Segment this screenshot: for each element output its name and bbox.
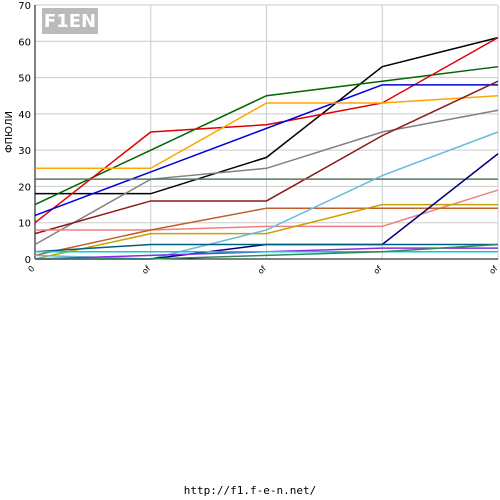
x-tick-label: of — [488, 264, 500, 276]
series-line — [34, 207, 498, 257]
y-tick-label: 0 — [25, 255, 31, 266]
series-line — [34, 243, 498, 253]
series-line — [35, 94, 499, 170]
y-tick-label: 50 — [18, 74, 31, 85]
y-tick-label: 10 — [18, 219, 31, 230]
y-tick-label: 30 — [18, 146, 31, 157]
series-line — [35, 36, 499, 195]
y-axis-label: ФПЮЛИ — [4, 111, 15, 153]
logo-bg — [42, 8, 98, 34]
series-line — [34, 80, 499, 235]
y-tick-label: 40 — [18, 110, 31, 121]
y-tick-label: 60 — [18, 37, 31, 48]
series-line — [34, 84, 498, 217]
x-tick-label: of — [256, 264, 268, 276]
series-line — [35, 243, 499, 260]
logo: F1EN — [44, 11, 96, 32]
y-tick-label: 20 — [18, 182, 31, 193]
y-tick-label: 70 — [18, 1, 31, 12]
x-tick-label: of — [372, 264, 384, 276]
series-line — [34, 203, 498, 260]
x-tick-label: of — [140, 264, 152, 276]
series-line — [34, 109, 499, 246]
x-tick-label: 0 — [26, 264, 36, 274]
footer-url: http://f1.f-e-n.net/ — [184, 484, 316, 497]
series-line — [34, 131, 499, 260]
series-line — [34, 37, 499, 224]
